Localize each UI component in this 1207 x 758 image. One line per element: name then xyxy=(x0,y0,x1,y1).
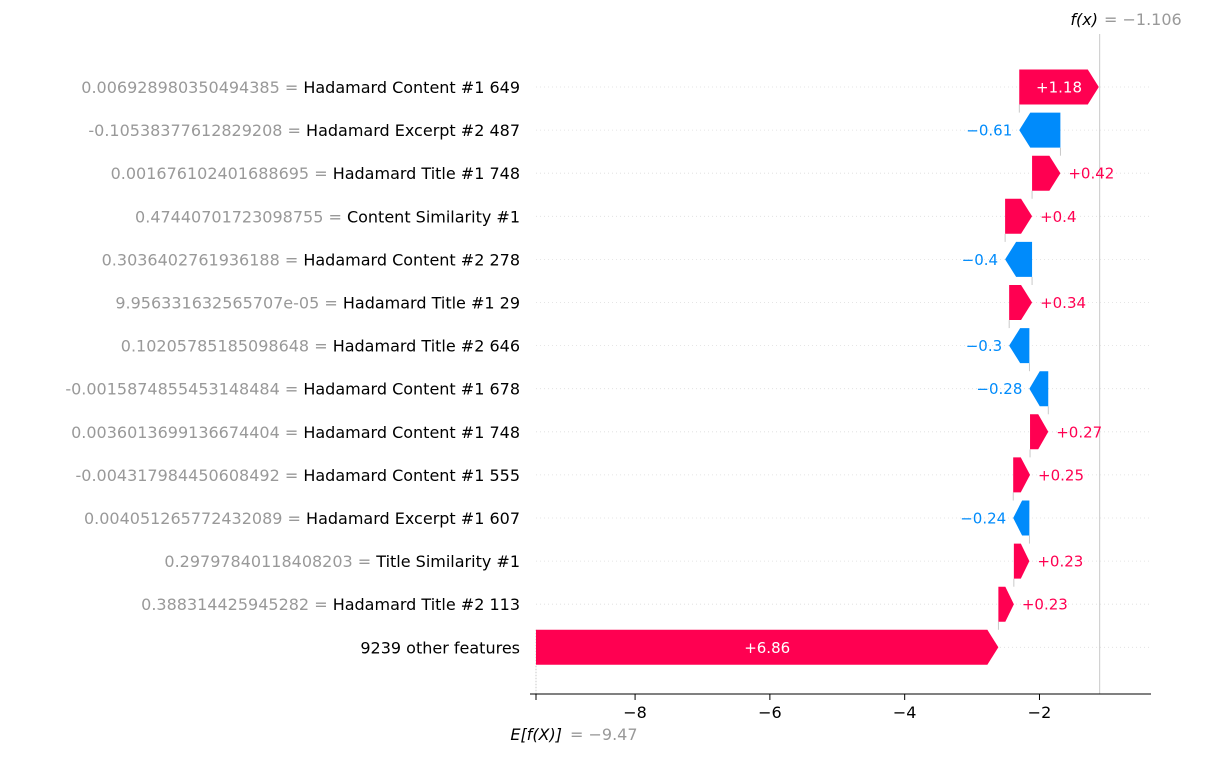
waterfall-bar-12 xyxy=(1013,543,1030,579)
shap-value-label: +0.42 xyxy=(1068,165,1114,183)
feature-value: 0.29797840118408203 = xyxy=(164,552,376,571)
shap-value-label: −0.4 xyxy=(962,251,998,269)
base-value-label: = −9.47 xyxy=(570,725,638,744)
waterfall-bar-7 xyxy=(1009,328,1030,364)
waterfall-bar-9 xyxy=(1030,414,1049,450)
waterfall-bar-5 xyxy=(1005,241,1033,277)
feature-value: 0.0036013699136674404 = xyxy=(71,423,303,442)
feature-label: -0.10538377612829208 = Hadamard Excerpt … xyxy=(88,121,520,140)
waterfall-bar-14 xyxy=(536,629,999,665)
feature-label: 0.004051265772432089 = Hadamard Excerpt … xyxy=(84,509,520,528)
bars-layer xyxy=(536,69,1099,665)
feature-label: -0.004317984450608492 = Hadamard Content… xyxy=(75,466,520,485)
shap-value-label: +0.23 xyxy=(1037,553,1083,571)
shap-value-label: +6.86 xyxy=(744,639,790,657)
waterfall-bar-11 xyxy=(1013,500,1030,536)
feature-value: 0.004051265772432089 = xyxy=(84,509,306,528)
shap-value-label: −0.28 xyxy=(976,380,1022,398)
feature-name: Hadamard Title #2 646 xyxy=(333,337,520,356)
x-tick-label: −6 xyxy=(758,703,782,722)
output-value-name: f(x) xyxy=(1070,10,1098,29)
feature-name: Title Similarity #1 xyxy=(375,552,520,571)
waterfall-bar-10 xyxy=(1013,457,1031,493)
output-value-annotation: f(x) = −1.106 xyxy=(1070,10,1181,29)
base-value-annotation: E[f(X)] = −9.47 xyxy=(510,725,637,744)
feature-value: 0.3036402761936188 = xyxy=(102,250,304,269)
feature-value: 0.001676102401688695 = xyxy=(111,164,333,183)
feature-value: 9.956331632565707e-05 = xyxy=(115,294,343,313)
feature-label: 0.006928980350494385 = Hadamard Content … xyxy=(81,78,520,97)
feature-name: Hadamard Excerpt #1 607 xyxy=(306,509,520,528)
feature-label: 0.388314425945282 = Hadamard Title #2 11… xyxy=(141,595,520,614)
waterfall-bar-13 xyxy=(998,586,1014,622)
feature-label: -0.0015874855453148484 = Hadamard Conten… xyxy=(65,380,520,399)
feature-name: Content Similarity #1 xyxy=(347,207,520,226)
feature-name: Hadamard Content #1 748 xyxy=(303,423,520,442)
shap-value-label: +0.25 xyxy=(1038,466,1084,484)
feature-value: 0.47440701723098755 = xyxy=(135,207,347,226)
shap-value-label: +0.34 xyxy=(1040,294,1086,312)
shap-value-label: −0.61 xyxy=(966,122,1012,140)
feature-name: Hadamard Content #1 555 xyxy=(303,466,520,485)
feature-label: 0.29797840118408203 = Title Similarity #… xyxy=(164,552,520,571)
feature-label: 9239 other features xyxy=(360,638,520,657)
feature-label: 0.0036013699136674404 = Hadamard Content… xyxy=(71,423,520,442)
feature-name: Hadamard Content #1 678 xyxy=(303,380,520,399)
feature-name: Hadamard Title #1 748 xyxy=(333,164,520,183)
feature-name: 9239 other features xyxy=(360,638,520,657)
feature-label: 9.956331632565707e-05 = Hadamard Title #… xyxy=(115,294,520,313)
feature-name: Hadamard Excerpt #2 487 xyxy=(306,121,520,140)
x-axis: −8 −6 −4 −2 xyxy=(530,693,1151,722)
shap-value-label: +1.18 xyxy=(1036,79,1082,97)
shap-value-label: +0.23 xyxy=(1022,596,1068,614)
shap-value-label: −0.24 xyxy=(960,510,1006,528)
output-value-label: = −1.106 xyxy=(1104,10,1182,29)
feature-value: 0.006928980350494385 = xyxy=(81,78,303,97)
waterfall-bar-3 xyxy=(1032,155,1061,191)
waterfall-bar-4 xyxy=(1005,198,1033,234)
waterfall-bar-8 xyxy=(1029,371,1049,407)
feature-name: Hadamard Content #1 649 xyxy=(303,78,520,97)
feature-label: 0.10205785185098648 = Hadamard Title #2 … xyxy=(121,337,520,356)
x-tick-label: −4 xyxy=(893,703,917,722)
feature-value: -0.004317984450608492 = xyxy=(75,466,303,485)
feature-label: 0.001676102401688695 = Hadamard Title #1… xyxy=(111,164,520,183)
feature-name: Hadamard Title #1 29 xyxy=(343,294,520,313)
grid-layer xyxy=(535,34,1150,694)
feature-name: Hadamard Content #2 278 xyxy=(303,250,520,269)
labels-layer: +1.18 0.006928980350494385 = Hadamard Con… xyxy=(65,78,1114,657)
x-tick-label: −8 xyxy=(623,703,647,722)
feature-value: -0.10538377612829208 = xyxy=(88,121,306,140)
feature-name: Hadamard Title #2 113 xyxy=(333,595,520,614)
feature-value: 0.10205785185098648 = xyxy=(121,337,333,356)
feature-value: -0.0015874855453148484 = xyxy=(65,380,303,399)
shap-value-label: +0.27 xyxy=(1056,423,1102,441)
feature-value: 0.388314425945282 = xyxy=(141,595,333,614)
waterfall-bar-2 xyxy=(1019,112,1061,148)
base-value-name: E[f(X)] xyxy=(510,725,562,744)
feature-label: 0.47440701723098755 = Content Similarity… xyxy=(135,207,520,226)
waterfall-bar-1 xyxy=(1019,69,1099,105)
x-tick-label: −2 xyxy=(1028,703,1052,722)
shap-value-label: −0.3 xyxy=(966,337,1002,355)
waterfall-bar-6 xyxy=(1009,285,1033,320)
feature-label: 0.3036402761936188 = Hadamard Content #2… xyxy=(102,250,520,269)
shap-value-label: +0.4 xyxy=(1040,208,1076,226)
